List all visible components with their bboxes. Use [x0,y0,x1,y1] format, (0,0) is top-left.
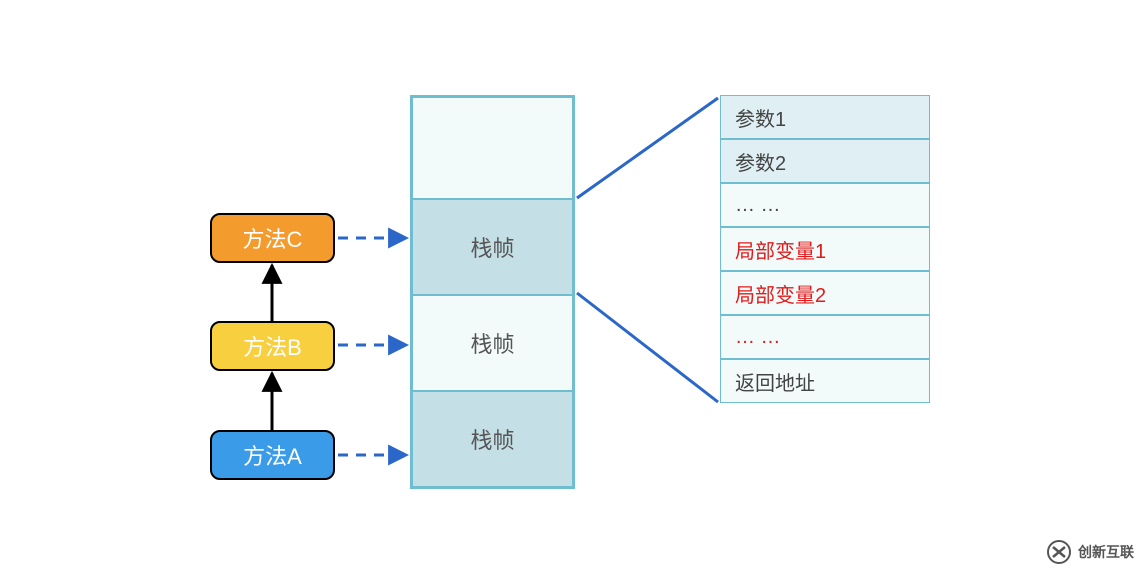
stack-column: 栈帧 栈帧 栈帧 [410,95,575,489]
detail-row-4-label: 局部变量2 [735,279,826,308]
detail-row-ellipsis: … … [720,183,930,227]
method-c-label: 方法C [243,222,303,254]
method-a: 方法A [210,430,335,480]
detail-row-ellipsis-red: … … [720,315,930,359]
detail-row-local2: 局部变量2 [720,271,930,315]
watermark-text: 创新互联 [1078,542,1134,562]
stack-cell-frame: 栈帧 [412,199,573,295]
detail-row-6-label: 返回地址 [735,367,815,396]
stack-cell-frame: 栈帧 [412,391,573,487]
detail-row-param2: 参数2 [720,139,930,183]
method-b: 方法B [210,321,335,371]
detail-row-local1: 局部变量1 [720,227,930,271]
stack-cell-frame: 栈帧 [412,295,573,391]
watermark: 创新互联 [1046,539,1134,565]
method-a-label: 方法A [243,439,302,471]
watermark-logo-icon [1046,539,1072,565]
detail-row-1-label: 参数2 [735,147,786,176]
detail-row-return-addr: 返回地址 [720,359,930,403]
detail-row-3-label: 局部变量1 [735,235,826,264]
detail-row-5-label: … … [735,326,781,349]
stack-cell-1-label: 栈帧 [470,231,514,263]
method-b-label: 方法B [243,330,302,362]
fan-bottom [577,293,718,402]
stack-cell-empty [412,97,573,199]
detail-row-param1: 参数1 [720,95,930,139]
stack-cell-3-label: 栈帧 [470,423,514,455]
detail-row-2-label: … … [735,194,781,217]
method-c: 方法C [210,213,335,263]
fan-top [577,98,718,198]
stack-cell-2-label: 栈帧 [470,327,514,359]
frame-detail-column: 参数1 参数2 … … 局部变量1 局部变量2 … … 返回地址 [720,95,930,403]
detail-row-0-label: 参数1 [735,103,786,132]
